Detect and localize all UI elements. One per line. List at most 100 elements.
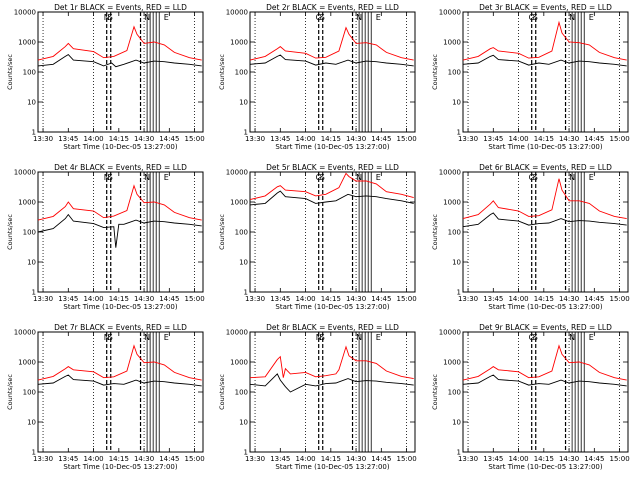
y-tick-label: 1000 bbox=[18, 199, 36, 207]
y-tick-label: 10 bbox=[452, 259, 461, 267]
x-tick-label: 14:30 bbox=[134, 135, 154, 143]
marker-letter: E bbox=[589, 13, 594, 22]
marker-letter: N bbox=[144, 333, 150, 342]
x-tick-label: 14:00 bbox=[508, 295, 528, 303]
plot-frame bbox=[37, 331, 204, 453]
events-series-line bbox=[462, 212, 627, 228]
x-tick-label: 14:15 bbox=[321, 295, 341, 303]
marker-letter: N bbox=[144, 13, 150, 22]
x-tick-label: 14:00 bbox=[295, 295, 315, 303]
marker-letter: E bbox=[376, 333, 381, 342]
x-tick-label: 13:30 bbox=[33, 135, 53, 143]
marker-letter: N bbox=[569, 333, 575, 342]
y-tick-label: 1000 bbox=[230, 199, 248, 207]
x-tick-label: 14:15 bbox=[534, 295, 554, 303]
marker-letter: S bbox=[108, 333, 113, 342]
x-tick-label: 14:00 bbox=[295, 135, 315, 143]
y-tick-label: 10 bbox=[452, 99, 461, 107]
y-tick-label: 1 bbox=[32, 289, 36, 297]
panel-title: Det 1r BLACK = Events, RED = LLD bbox=[54, 3, 187, 12]
panel-title: Det 2r BLACK = Events, RED = LLD bbox=[266, 3, 399, 12]
x-axis-label: Start Time (10-Dec-05 13:27:00) bbox=[275, 143, 389, 151]
panel-title: Det 3r BLACK = Events, RED = LLD bbox=[479, 3, 612, 12]
x-tick-label: 14:45 bbox=[371, 295, 391, 303]
y-axis-label: Counts/sec bbox=[218, 374, 226, 410]
y-tick-label: 100 bbox=[235, 389, 248, 397]
events-series-line bbox=[249, 54, 414, 67]
marker-letter: N bbox=[104, 13, 110, 22]
x-tick-label: 13:45 bbox=[58, 295, 78, 303]
x-tick-label: 13:30 bbox=[458, 455, 478, 463]
x-tick-label: 14:15 bbox=[321, 455, 341, 463]
plot-frame bbox=[249, 11, 416, 133]
x-tick-label: 14:15 bbox=[534, 455, 554, 463]
y-tick-label: 100 bbox=[235, 69, 248, 77]
y-tick-label: 10000 bbox=[14, 329, 36, 337]
y-tick-label: 10000 bbox=[439, 9, 461, 17]
lld-series-line bbox=[462, 178, 627, 220]
lld-series-line bbox=[249, 26, 414, 61]
x-tick-label: 15:00 bbox=[396, 135, 416, 143]
y-tick-label: 1000 bbox=[443, 359, 461, 367]
panel-title: Det 4r BLACK = Events, RED = LLD bbox=[54, 163, 187, 172]
x-tick-label: 14:45 bbox=[159, 135, 179, 143]
y-tick-label: 10000 bbox=[226, 329, 248, 337]
x-tick-label: 13:45 bbox=[483, 135, 503, 143]
x-tick-label: 14:00 bbox=[508, 455, 528, 463]
y-tick-label: 10 bbox=[27, 259, 36, 267]
marker-letter: E bbox=[376, 13, 381, 22]
marker-letter: E bbox=[164, 13, 169, 22]
y-tick-label: 1 bbox=[457, 449, 461, 457]
y-tick-label: 10000 bbox=[226, 9, 248, 17]
panel-title: Det 5r BLACK = Events, RED = LLD bbox=[266, 163, 399, 172]
x-tick-label: 15:00 bbox=[609, 295, 629, 303]
marker-letter: E bbox=[589, 333, 594, 342]
panel-title: Det 8r BLACK = Events, RED = LLD bbox=[266, 323, 399, 332]
x-tick-label: 14:30 bbox=[559, 295, 579, 303]
plot-frame bbox=[462, 11, 629, 133]
events-series-line bbox=[37, 54, 202, 68]
y-tick-label: 1 bbox=[32, 129, 36, 137]
y-axis-label: Counts/sec bbox=[218, 214, 226, 250]
x-tick-label: 14:45 bbox=[159, 295, 179, 303]
y-axis-label: Counts/sec bbox=[6, 374, 14, 410]
y-tick-label: 10 bbox=[27, 99, 36, 107]
marker-letter: N bbox=[569, 173, 575, 182]
x-axis-label: Start Time (10-Dec-05 13:27:00) bbox=[488, 463, 602, 471]
x-tick-label: 13:45 bbox=[483, 455, 503, 463]
marker-letter: G bbox=[529, 333, 535, 342]
x-tick-label: 14:15 bbox=[109, 455, 129, 463]
plot-frame bbox=[462, 171, 629, 293]
y-tick-label: 10000 bbox=[14, 9, 36, 17]
y-axis-label: Counts/sec bbox=[431, 54, 439, 90]
x-tick-label: 13:45 bbox=[270, 455, 290, 463]
y-axis-label: Counts/sec bbox=[431, 374, 439, 410]
x-axis-label: Start Time (10-Dec-05 13:27:00) bbox=[488, 143, 602, 151]
marker-letter: E bbox=[164, 333, 169, 342]
x-tick-label: 13:30 bbox=[33, 455, 53, 463]
x-tick-label: 14:00 bbox=[508, 135, 528, 143]
marker-letter: S bbox=[320, 173, 325, 182]
plot-frame bbox=[249, 331, 416, 453]
marker-letter: G bbox=[316, 173, 322, 182]
y-tick-label: 1000 bbox=[443, 39, 461, 47]
marker-letter: S bbox=[108, 173, 113, 182]
events-series-line bbox=[462, 374, 627, 387]
x-tick-label: 15:00 bbox=[184, 455, 204, 463]
events-series-line bbox=[249, 373, 414, 393]
events-series-line bbox=[462, 54, 627, 67]
x-tick-label: 13:30 bbox=[33, 295, 53, 303]
x-tick-label: 14:45 bbox=[159, 455, 179, 463]
x-tick-label: 14:30 bbox=[134, 455, 154, 463]
marker-letter: N bbox=[104, 173, 110, 182]
x-tick-label: 14:15 bbox=[109, 295, 129, 303]
y-tick-label: 10 bbox=[239, 99, 248, 107]
y-tick-label: 10 bbox=[452, 419, 461, 427]
